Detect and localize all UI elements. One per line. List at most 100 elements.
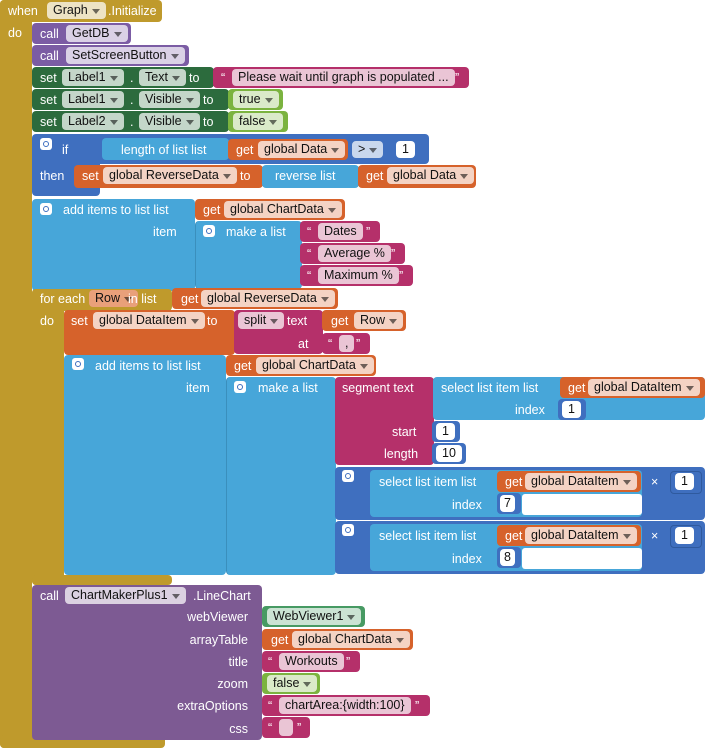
dropdown[interactable]: Row (354, 312, 404, 329)
keyword: set (40, 115, 57, 129)
keyword: select list item list (379, 475, 477, 489)
keyword: set (40, 71, 57, 85)
keyword: in list (128, 292, 157, 306)
gear-icon (40, 203, 52, 215)
dropdown[interactable]: global ReverseData (201, 290, 335, 307)
dropdown[interactable]: SetScreenButton (66, 47, 185, 64)
keyword: call (40, 27, 59, 41)
dropdown[interactable]: true (233, 91, 279, 108)
keyword: to (207, 314, 218, 328)
keyword: to (203, 115, 214, 129)
text-field: chartArea:{width:100} (279, 697, 411, 714)
dropdown[interactable]: global ReverseData (103, 167, 237, 184)
number-field: 1 (562, 401, 581, 418)
text-field: Workouts (279, 653, 344, 670)
quote: “ (307, 269, 312, 283)
gear-icon (342, 524, 354, 536)
add-items-block (64, 355, 226, 575)
keyword: add items to list list (63, 203, 169, 217)
keyword: then (40, 169, 65, 183)
dropdown[interactable]: global ChartData (224, 201, 342, 218)
keyword: item (186, 381, 210, 395)
keyword: . (130, 115, 134, 129)
text-field: Average % (318, 245, 391, 262)
dropdown[interactable]: Text (139, 69, 186, 86)
quote: “ (221, 71, 226, 85)
add-items-block (32, 199, 195, 291)
dropdown[interactable]: GetDB (66, 25, 128, 42)
dropdown[interactable]: Row (89, 290, 139, 307)
dropdown[interactable]: global DataItem (588, 379, 700, 396)
dropdown[interactable]: false (233, 113, 284, 130)
dropdown[interactable]: Graph (47, 2, 106, 19)
dropdown[interactable]: ChartMakerPlus1 (65, 587, 186, 604)
method-call-block (32, 585, 262, 740)
arg-label: arrayTable (189, 633, 248, 647)
make-list-block (226, 377, 336, 575)
dropdown[interactable]: > (352, 141, 384, 158)
number-field: 8 (500, 549, 515, 566)
dropdown[interactable]: global DataItem (525, 527, 637, 544)
arg-label: webViewer (187, 610, 248, 624)
keyword: do (40, 314, 54, 328)
keyword: index (452, 552, 482, 566)
number-field: 1 (436, 423, 455, 440)
quote: ” (399, 269, 404, 283)
keyword: to (189, 71, 200, 85)
keyword: length of list list (121, 143, 207, 157)
dropdown[interactable]: Visible (139, 91, 200, 108)
keyword: set (82, 169, 99, 183)
dropdown[interactable]: false (267, 675, 318, 692)
dropdown[interactable]: Label2 (62, 113, 124, 130)
number-field: 1 (675, 527, 694, 544)
dropdown[interactable]: WebViewer1 (267, 608, 362, 625)
keyword: length (384, 447, 419, 461)
keyword: at (298, 337, 309, 351)
number-field: 7 (500, 495, 515, 512)
make-list-block (195, 221, 302, 289)
dropdown[interactable]: split (238, 312, 285, 329)
keyword: . (130, 71, 134, 85)
keyword: for each (40, 292, 86, 306)
keyword: item (153, 225, 177, 239)
empty-socket (522, 548, 642, 569)
gear-icon (234, 381, 246, 393)
keyword: add items to list list (95, 359, 201, 373)
keyword: .LineChart (193, 589, 251, 603)
dropdown[interactable]: global ChartData (292, 631, 410, 648)
keyword: do (8, 26, 22, 40)
for-each-block (32, 289, 64, 585)
gear-icon (342, 470, 354, 482)
keyword: get (505, 529, 523, 543)
dropdown[interactable]: global ChartData (256, 357, 374, 374)
keyword: make a list (226, 225, 286, 239)
quote: ” (346, 655, 351, 669)
quote: ” (356, 337, 361, 351)
dropdown[interactable]: Label1 (62, 91, 124, 108)
dropdown[interactable]: Label1 (62, 69, 124, 86)
keyword: get (568, 381, 586, 395)
dropdown[interactable]: global Data (258, 141, 346, 158)
gear-icon (40, 138, 52, 150)
empty-socket (522, 494, 642, 515)
quote: ” (391, 247, 396, 261)
dropdown[interactable]: global DataItem (525, 473, 637, 490)
segment-block (335, 377, 434, 465)
arg-label: extraOptions (177, 699, 248, 713)
dropdown[interactable]: global DataItem (93, 312, 205, 329)
number-field: 1 (396, 141, 415, 158)
dropdown[interactable]: Visible (139, 113, 200, 130)
keyword: make a list (258, 381, 318, 395)
list-block (102, 138, 229, 160)
quote: “ (268, 699, 273, 713)
keyword: get (271, 633, 289, 647)
keyword: . (130, 93, 134, 107)
keyword: get (331, 314, 349, 328)
keyword: get (505, 475, 523, 489)
arg-label: css (229, 722, 248, 736)
text-field: , (339, 335, 355, 352)
dropdown[interactable]: global Data (387, 167, 475, 184)
number-field: 10 (436, 445, 462, 462)
quote: “ (307, 247, 312, 261)
